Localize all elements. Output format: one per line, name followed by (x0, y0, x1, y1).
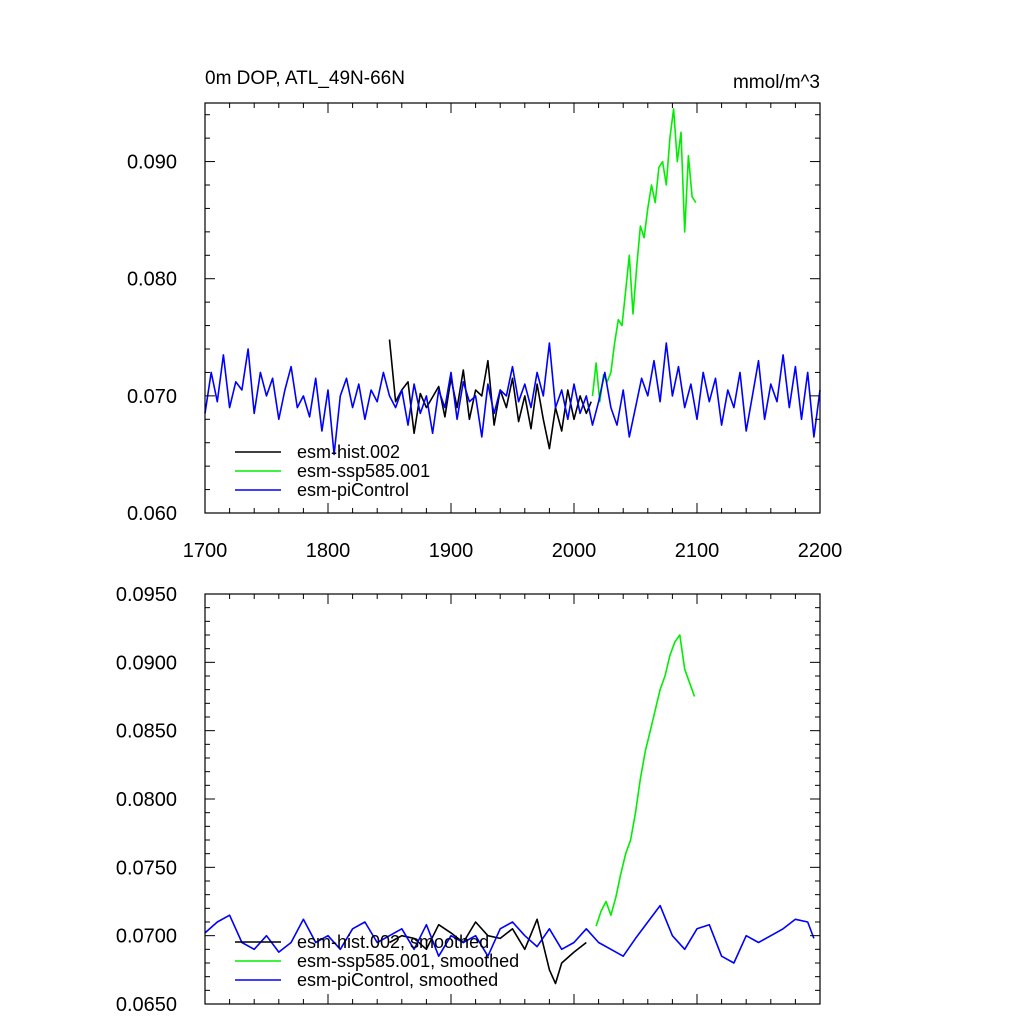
x-tick-label-5: 2200 (798, 540, 843, 562)
y-tick-label-3: 0.090 (127, 152, 177, 174)
y-tick-label-3: 0.0800 (116, 789, 177, 811)
x-tick-label-2: 1900 (429, 540, 474, 562)
ticks-layer: 0.0650 0.0700 0.0750 0.0800 0.0850 0.0900 0.09… (116, 584, 821, 1016)
series-layer (204, 634, 815, 985)
series-line-2 (204, 904, 815, 964)
legend-label-1: esm-ssp585.001, smoothed (297, 951, 519, 971)
series-line-1 (591, 108, 697, 403)
units-label: mmol/m^3 (733, 72, 820, 93)
y-tick-label-6: 0.0950 (116, 584, 177, 606)
bottom-panel: 0.0650 0.0700 0.0750 0.0800 0.0850 0.0900 0.09… (116, 584, 821, 1016)
legend-label-1: esm-ssp585.001 (297, 461, 430, 481)
y-tick-label-2: 0.080 (127, 269, 177, 291)
x-tick-label-4: 2100 (675, 540, 720, 562)
series-line-0 (388, 339, 592, 450)
ticks-layer: 1700 1800 1900 2000 2100 2200 0.060 0.070 0.080 0… (127, 103, 842, 562)
legend-label-2: esm-piControl, smoothed (297, 970, 498, 990)
x-tick-label-1: 1800 (306, 540, 351, 562)
y-tick-label-1: 0.070 (127, 386, 177, 408)
y-tick-label-1: 0.0700 (116, 926, 177, 948)
x-tick-label-0: 1700 (183, 540, 228, 562)
legend-label-2: esm-piControl (297, 480, 409, 500)
y-tick-label-4: 0.0850 (116, 721, 177, 743)
y-tick-label-5: 0.0900 (116, 652, 177, 674)
chart-title: 0m DOP, ATL_49N-66N (205, 68, 405, 89)
y-tick-label-0: 0.0650 (116, 994, 177, 1016)
top-panel: 0m DOP, ATL_49N-66N mmol/m^3 1700 1800 190… (127, 68, 842, 562)
y-tick-label-2: 0.0750 (116, 857, 177, 879)
y-tick-label-0: 0.060 (127, 503, 177, 525)
series-line-2 (204, 342, 821, 456)
series-line-1 (595, 634, 696, 927)
legend-label-0: esm-hist.002 (297, 442, 400, 462)
series-layer (204, 108, 821, 456)
plot-frame (204, 102, 821, 514)
series-line-0 (389, 918, 587, 985)
legend-label-0: esm-hist.002, smoothed (297, 932, 489, 952)
x-tick-label-3: 2000 (552, 540, 597, 562)
